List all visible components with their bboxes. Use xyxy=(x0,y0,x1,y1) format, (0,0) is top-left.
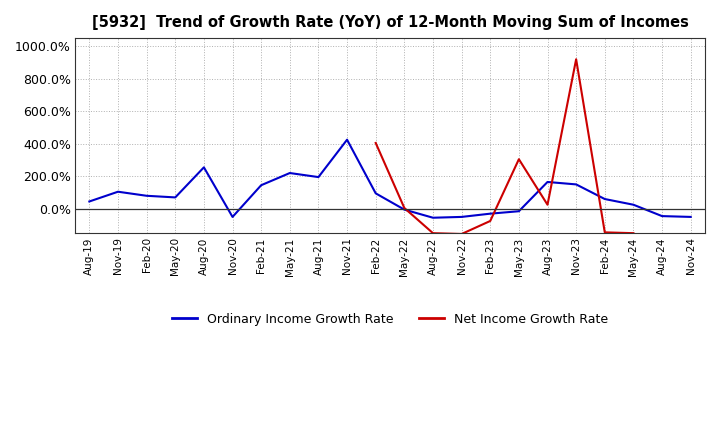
Ordinary Income Growth Rate xyxy=(199,165,208,170)
Net Income Growth Rate xyxy=(572,57,580,62)
Ordinary Income Growth Rate xyxy=(428,215,437,220)
Net Income Growth Rate xyxy=(515,157,523,162)
Net Income Growth Rate xyxy=(372,140,380,146)
Line: Net Income Growth Rate: Net Income Growth Rate xyxy=(376,59,634,234)
Line: Ordinary Income Growth Rate: Ordinary Income Growth Rate xyxy=(89,140,690,218)
Net Income Growth Rate xyxy=(543,202,552,207)
Ordinary Income Growth Rate xyxy=(572,182,580,187)
Net Income Growth Rate xyxy=(600,230,609,235)
Ordinary Income Growth Rate xyxy=(343,137,351,143)
Ordinary Income Growth Rate xyxy=(85,199,94,204)
Title: [5932]  Trend of Growth Rate (YoY) of 12-Month Moving Sum of Incomes: [5932] Trend of Growth Rate (YoY) of 12-… xyxy=(91,15,688,30)
Ordinary Income Growth Rate xyxy=(543,180,552,185)
Ordinary Income Growth Rate xyxy=(629,202,638,207)
Ordinary Income Growth Rate xyxy=(515,209,523,214)
Ordinary Income Growth Rate xyxy=(686,214,695,220)
Ordinary Income Growth Rate xyxy=(114,189,122,194)
Ordinary Income Growth Rate xyxy=(143,193,151,198)
Net Income Growth Rate xyxy=(486,218,495,224)
Ordinary Income Growth Rate xyxy=(314,174,323,180)
Ordinary Income Growth Rate xyxy=(372,191,380,196)
Net Income Growth Rate xyxy=(428,231,437,236)
Net Income Growth Rate xyxy=(400,205,409,211)
Ordinary Income Growth Rate xyxy=(228,214,237,220)
Ordinary Income Growth Rate xyxy=(171,195,179,200)
Net Income Growth Rate xyxy=(629,231,638,236)
Ordinary Income Growth Rate xyxy=(286,170,294,176)
Ordinary Income Growth Rate xyxy=(400,207,409,212)
Ordinary Income Growth Rate xyxy=(457,214,466,220)
Ordinary Income Growth Rate xyxy=(600,196,609,202)
Net Income Growth Rate xyxy=(457,231,466,237)
Legend: Ordinary Income Growth Rate, Net Income Growth Rate: Ordinary Income Growth Rate, Net Income … xyxy=(167,308,613,331)
Ordinary Income Growth Rate xyxy=(257,183,266,188)
Ordinary Income Growth Rate xyxy=(486,211,495,216)
Ordinary Income Growth Rate xyxy=(658,213,667,219)
